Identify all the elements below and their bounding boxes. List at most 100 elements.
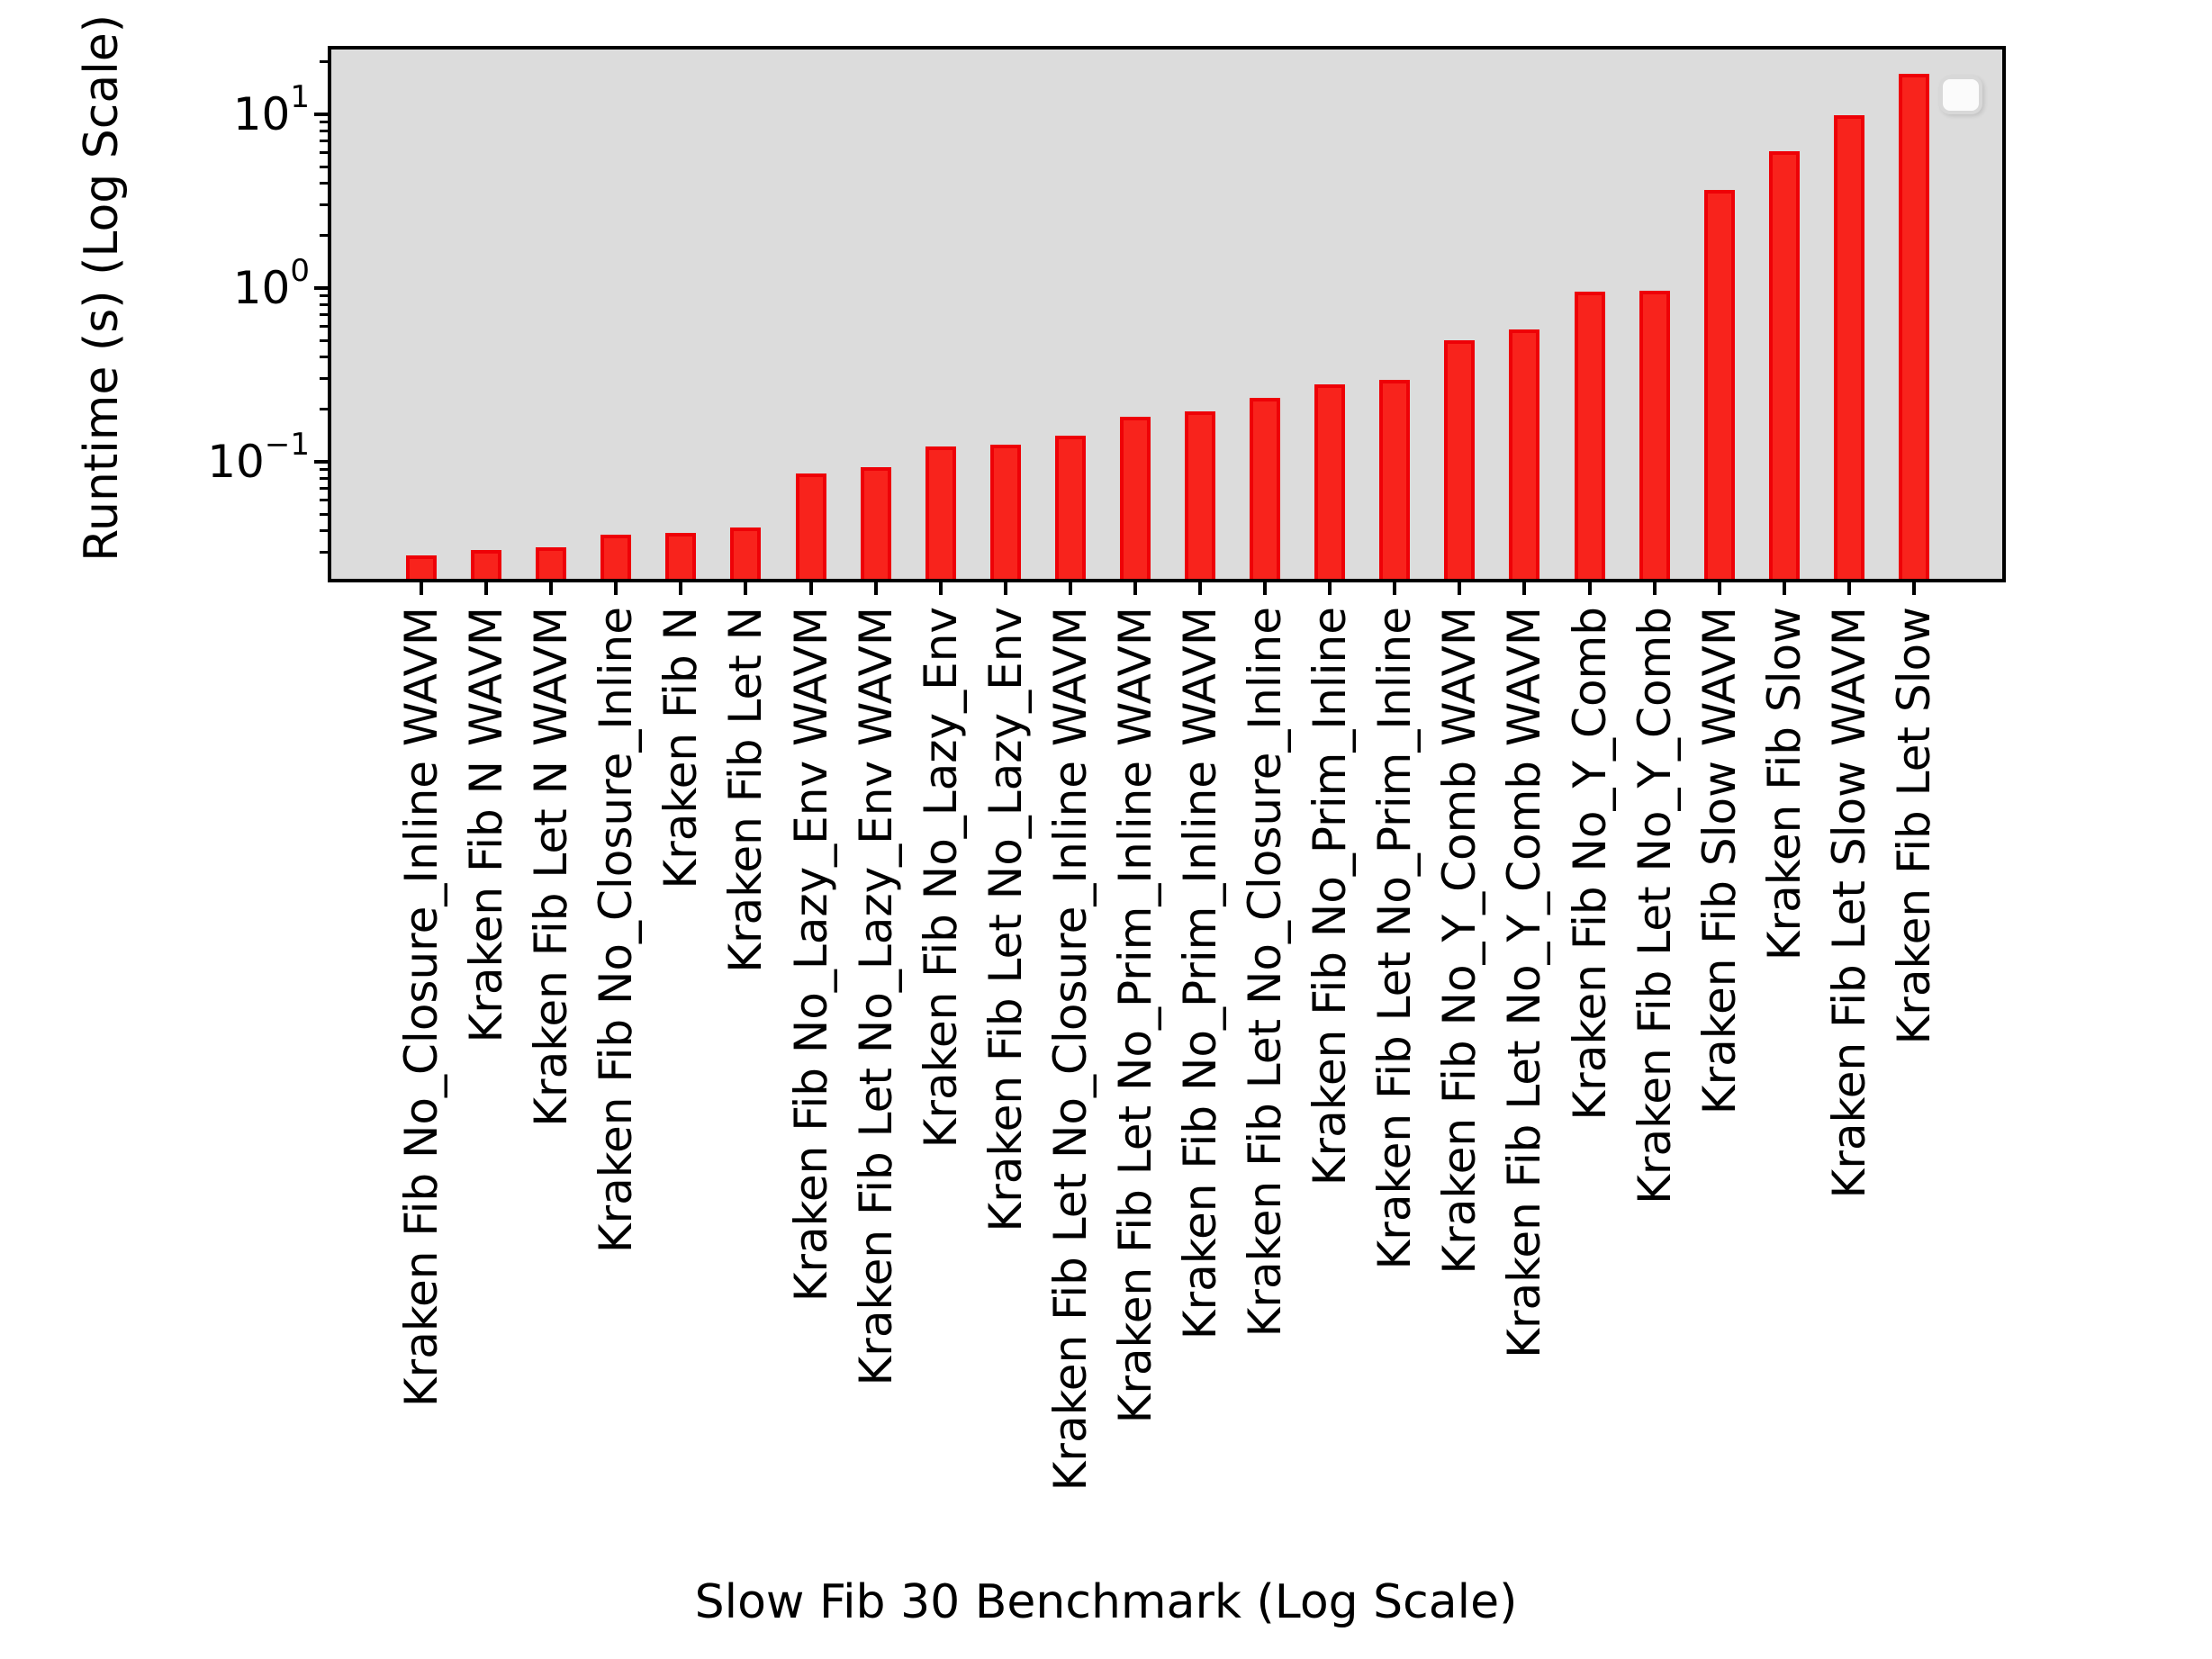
y-minor-tick: [320, 499, 328, 502]
x-tick-label: Kraken Fib Let No_Y_Comb: [1628, 607, 1681, 1204]
x-tick-label: Kraken Fib No_Y_Comb: [1563, 607, 1616, 1121]
x-tick: [1846, 582, 1851, 595]
x-tick-label: Kraken Fib Let No_Prim_Inline WAVM: [1108, 607, 1161, 1424]
y-minor-tick: [320, 165, 328, 168]
x-axis-title: Slow Fib 30 Benchmark (Log Scale): [694, 1575, 1518, 1629]
bar: [1899, 74, 1929, 579]
y-minor-tick: [320, 234, 328, 238]
bar: [1703, 190, 1735, 579]
x-tick: [1263, 582, 1268, 595]
bar: [1639, 291, 1670, 579]
x-tick-label: Kraken Fib Let No_Closure_Inline WAVM: [1043, 607, 1097, 1492]
x-tick-label: Kraken Fib Let No_Y_Comb WAVM: [1498, 607, 1551, 1358]
y-major-tick: [314, 285, 328, 290]
bar: [989, 445, 1021, 579]
x-tick-label: Kraken Fib Let No_Lazy_Env: [979, 607, 1032, 1232]
bar: [1833, 114, 1864, 579]
x-tick: [679, 582, 683, 595]
y-minor-tick: [320, 203, 328, 207]
y-minor-tick: [320, 313, 328, 317]
x-tick: [1717, 582, 1721, 595]
x-tick: [1328, 582, 1332, 595]
bar: [1119, 416, 1151, 579]
y-minor-tick: [320, 356, 328, 359]
x-tick-label: Kraken Fib No_Prim_Inline WAVM: [1174, 607, 1227, 1340]
bar: [600, 535, 632, 579]
x-tick: [1912, 582, 1916, 595]
y-minor-tick: [320, 529, 328, 533]
bar: [1509, 329, 1540, 579]
x-tick-label: Kraken Fib No_Closure_Inline WAVM: [395, 607, 447, 1408]
x-tick-label: Kraken Fib N WAVM: [460, 607, 513, 1043]
x-tick-label: Kraken Fib No_Closure_Inline: [590, 607, 643, 1254]
x-tick-label: Kraken Fib Let No_Closure_Inline: [1239, 607, 1292, 1338]
bar: [1250, 397, 1281, 579]
bar: [730, 527, 762, 579]
y-tick-label: 10 1: [232, 79, 310, 140]
x-tick: [744, 582, 748, 595]
x-tick-label: Kraken Fib No_Y_Comb WAVM: [1433, 607, 1486, 1275]
x-tick: [1458, 582, 1462, 595]
x-tick: [1782, 582, 1786, 595]
x-tick-label: Kraken Fib Let Slow WAVM: [1822, 607, 1875, 1199]
y-minor-tick: [320, 325, 328, 329]
x-tick: [938, 582, 943, 595]
x-tick: [1587, 582, 1592, 595]
y-tick-label: 10 0: [232, 253, 310, 314]
bar: [795, 473, 826, 579]
y-minor-tick: [320, 151, 328, 155]
x-tick-label: Kraken Fib Let No_Prim_Inline: [1368, 607, 1422, 1270]
x-tick: [1393, 582, 1397, 595]
y-minor-tick: [320, 512, 328, 516]
x-tick-label: Kraken Fib N: [655, 607, 708, 889]
x-tick-label: Kraken Fib No_Lazy_Env: [914, 607, 967, 1149]
y-minor-tick: [320, 60, 328, 64]
x-tick: [1198, 582, 1203, 595]
y-minor-tick: [320, 182, 328, 185]
x-tick: [1003, 582, 1007, 595]
bar: [1444, 340, 1476, 579]
y-minor-tick: [320, 408, 328, 411]
bar: [1054, 435, 1086, 579]
x-tick: [1133, 582, 1137, 595]
x-tick-label: Kraken Fib Slow WAVM: [1693, 607, 1746, 1115]
x-tick: [1652, 582, 1657, 595]
y-minor-tick: [320, 487, 328, 491]
x-tick-label: Kraken Fib Let Slow: [1888, 607, 1940, 1045]
y-tick-label: 10 −1: [207, 427, 310, 488]
bar: [1379, 380, 1411, 579]
bar: [925, 446, 956, 579]
y-minor-tick: [320, 140, 328, 143]
plot-area: [331, 50, 2002, 579]
y-minor-tick: [320, 377, 328, 381]
x-tick-label: Kraken Fib Let N: [719, 607, 772, 973]
x-tick: [1522, 582, 1527, 595]
x-tick-label: Kraken Fib No_Lazy_Env WAVM: [784, 607, 837, 1303]
x-tick: [484, 582, 489, 595]
y-minor-tick: [320, 338, 328, 342]
y-minor-tick: [320, 477, 328, 481]
bar: [1314, 383, 1346, 579]
bar: [406, 555, 437, 579]
legend-box: [1939, 76, 1982, 114]
y-minor-tick: [320, 303, 328, 307]
bar: [1185, 411, 1216, 579]
x-tick: [808, 582, 813, 595]
bar: [536, 547, 567, 579]
y-minor-tick: [320, 551, 328, 555]
y-major-tick: [314, 112, 328, 116]
y-major-tick: [314, 459, 328, 464]
y-minor-tick: [320, 294, 328, 298]
x-tick-label: Kraken Fib Let N WAVM: [525, 607, 578, 1127]
x-tick-label: Kraken Fib Let No_Lazy_Env WAVM: [849, 607, 902, 1386]
y-minor-tick: [320, 468, 328, 472]
bar: [1768, 151, 1800, 579]
x-tick: [614, 582, 618, 595]
x-tick: [1068, 582, 1072, 595]
bar: [1574, 292, 1605, 579]
bar: [860, 467, 891, 579]
x-tick: [873, 582, 878, 595]
x-tick-label: Kraken Fib No_Prim_Inline: [1304, 607, 1357, 1186]
y-minor-tick: [320, 121, 328, 124]
